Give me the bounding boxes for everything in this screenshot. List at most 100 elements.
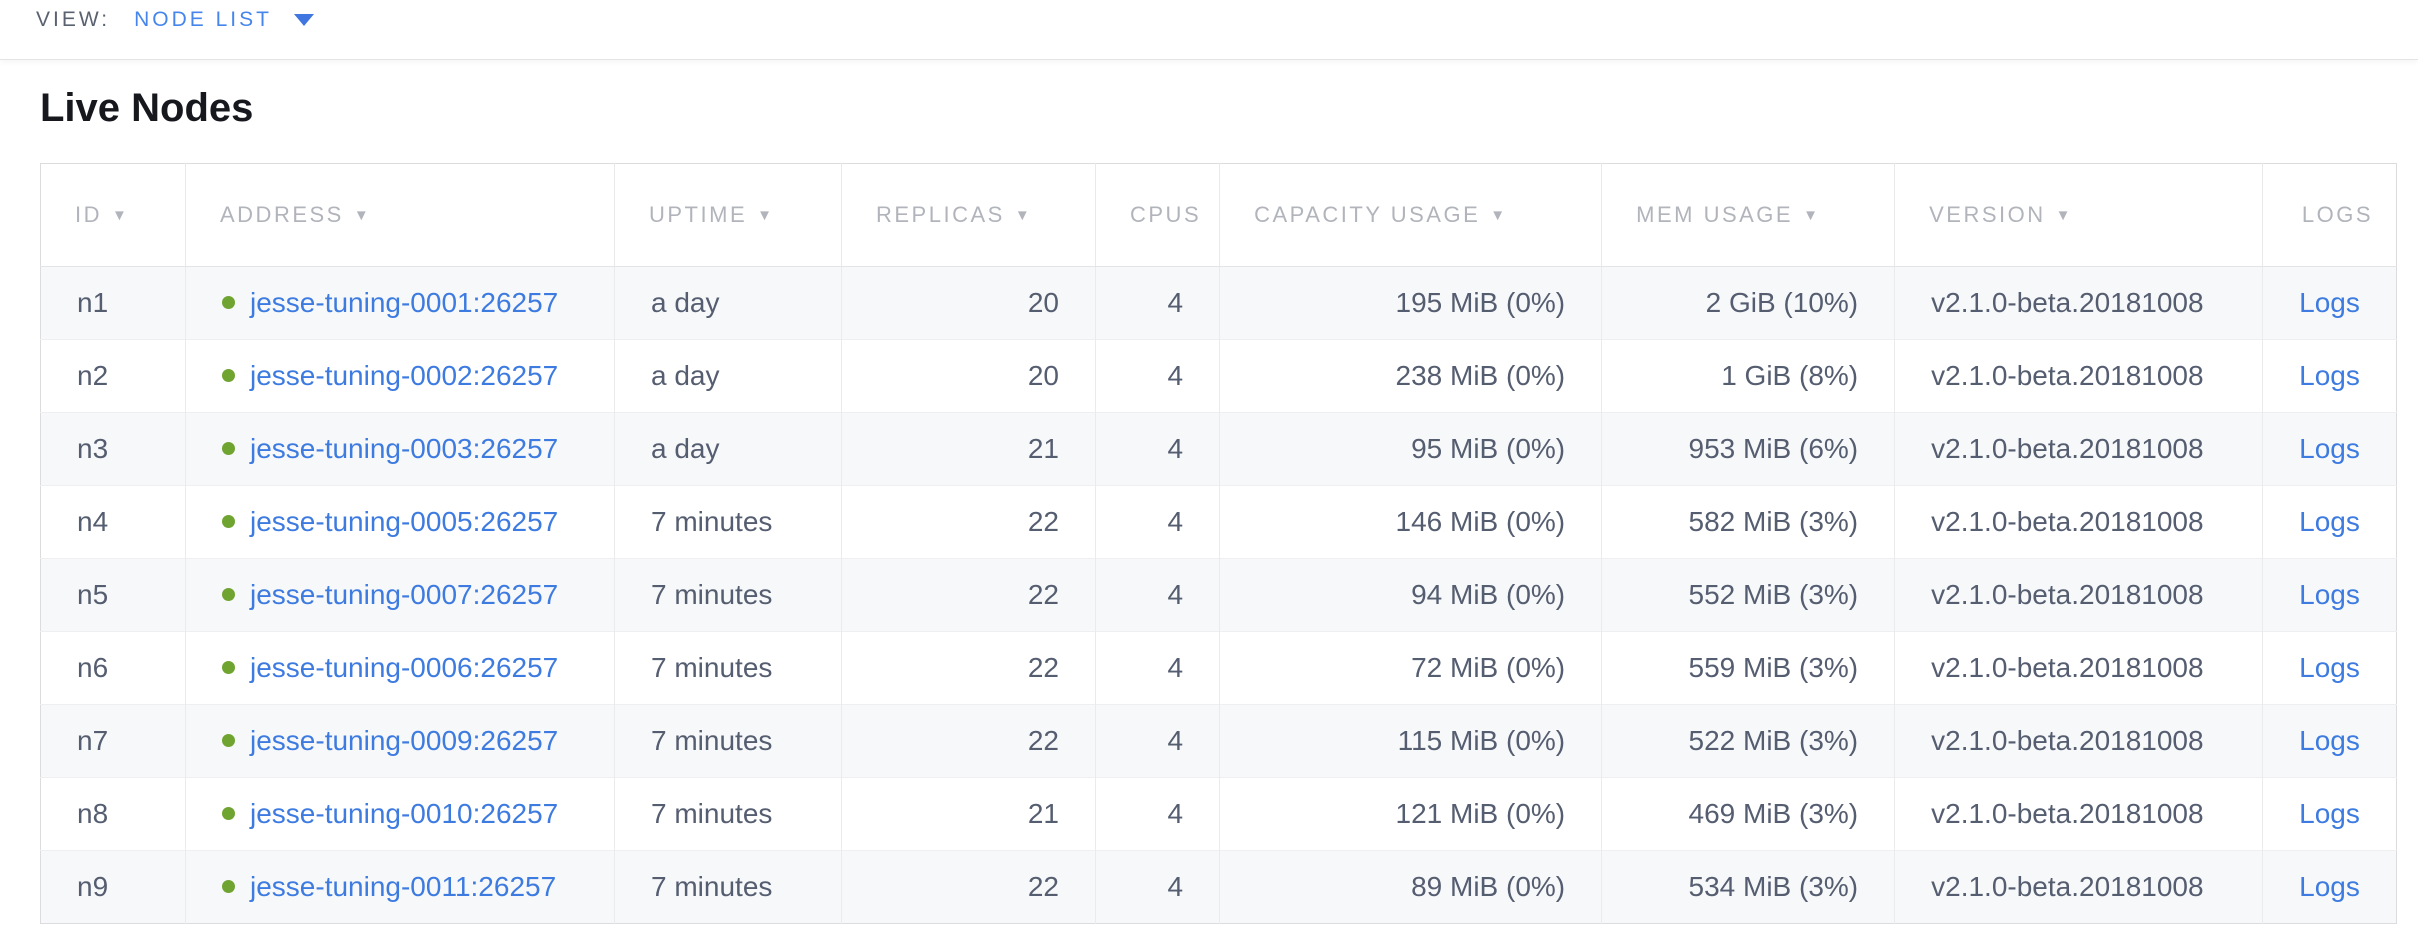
node-live-status-icon (222, 296, 235, 310)
header-row: ID ▼ ADDRESS ▼ UPTIME ▼ REPLICAS ▼ CPUS CAPACITY … (40, 163, 2397, 267)
column-header-replicas[interactable]: REPLICAS ▼ (841, 163, 1096, 267)
logs-link[interactable]: Logs (2299, 871, 2360, 902)
capacity-cell: 146 MiB (0%) (1219, 485, 1602, 559)
cpus-cell: 4 (1094, 485, 1220, 559)
logs-link[interactable]: Logs (2299, 287, 2360, 318)
node-address-link[interactable]: jesse-tuning-0007:26257 (250, 579, 559, 610)
logs-cell: Logs (2262, 485, 2397, 559)
table-row: n4 jesse-tuning-0005:26257 7 minutes 22 4 146… (40, 485, 2397, 559)
node-address-link[interactable]: jesse-tuning-0005:26257 (250, 506, 559, 537)
logs-cell: Logs (2262, 850, 2397, 924)
table-row: n8 jesse-tuning-0010:26257 7 minutes 21 4 121… (40, 777, 2397, 851)
node-live-status-icon (222, 734, 235, 748)
replicas-cell: 20 (841, 339, 1096, 413)
sort-caret-icon: ▼ (1803, 207, 1818, 224)
column-header-capacity[interactable]: CAPACITY USAGE ▼ (1219, 163, 1602, 267)
logs-link[interactable]: Logs (2299, 579, 2360, 610)
column-label: MEM USAGE (1636, 202, 1794, 227)
address-cell: jesse-tuning-0005:26257 (185, 485, 615, 559)
uptime-cell: 7 minutes (614, 777, 842, 851)
logs-cell: Logs (2262, 558, 2397, 632)
node-address-link[interactable]: jesse-tuning-0006:26257 (250, 652, 559, 683)
capacity-cell: 89 MiB (0%) (1219, 850, 1602, 924)
id-cell: n6 (40, 631, 186, 705)
id-cell: n4 (40, 485, 186, 559)
version-cell: v2.1.0-beta.20181008 (1894, 412, 2263, 486)
column-header-version[interactable]: VERSION ▼ (1894, 163, 2263, 267)
column-label: CAPACITY USAGE (1254, 202, 1481, 227)
column-label: REPLICAS (876, 202, 1005, 227)
replicas-cell: 21 (841, 412, 1096, 486)
cpus-cell: 4 (1094, 339, 1220, 413)
logs-cell: Logs (2262, 339, 2397, 413)
mem-cell: 469 MiB (3%) (1601, 777, 1895, 851)
table-row: n2 jesse-tuning-0002:26257 a day 20 4 238 MiB… (40, 339, 2397, 413)
uptime-cell: 7 minutes (614, 704, 842, 778)
id-cell: n5 (40, 558, 186, 632)
column-header-mem[interactable]: MEM USAGE ▼ (1601, 163, 1895, 267)
view-selected-value: NODE LIST (134, 8, 272, 31)
uptime-cell: a day (614, 266, 842, 340)
cpus-cell: 4 (1094, 412, 1220, 486)
column-label: LOGS (2301, 202, 2374, 227)
column-header-id[interactable]: ID ▼ (40, 163, 186, 267)
node-address-link[interactable]: jesse-tuning-0002:26257 (250, 360, 559, 391)
column-header-uptime[interactable]: UPTIME ▼ (614, 163, 842, 267)
column-label: ID (75, 202, 102, 227)
id-cell: n9 (40, 850, 186, 924)
column-header-logs: LOGS (2262, 163, 2397, 267)
mem-cell: 522 MiB (3%) (1601, 704, 1895, 778)
logs-cell: Logs (2262, 266, 2397, 340)
capacity-cell: 72 MiB (0%) (1219, 631, 1602, 705)
mem-cell: 552 MiB (3%) (1601, 558, 1895, 632)
node-address-link[interactable]: jesse-tuning-0010:26257 (250, 798, 559, 829)
mem-cell: 582 MiB (3%) (1601, 485, 1895, 559)
replicas-cell: 22 (841, 631, 1096, 705)
node-live-status-icon (222, 807, 235, 821)
logs-cell: Logs (2262, 412, 2397, 486)
uptime-cell: 7 minutes (614, 850, 842, 924)
capacity-cell: 115 MiB (0%) (1219, 704, 1602, 778)
node-address-link[interactable]: jesse-tuning-0001:26257 (250, 287, 559, 318)
cpus-cell: 4 (1094, 704, 1220, 778)
view-bar: VIEW: NODE LIST (0, 0, 2418, 60)
mem-cell: 953 MiB (6%) (1601, 412, 1895, 486)
logs-link[interactable]: Logs (2299, 798, 2360, 829)
sort-caret-icon: ▼ (1014, 207, 1030, 224)
logs-link[interactable]: Logs (2299, 652, 2360, 683)
logs-link[interactable]: Logs (2299, 725, 2360, 756)
view-selector-dropdown[interactable]: NODE LIST (134, 9, 314, 31)
logs-link[interactable]: Logs (2299, 360, 2360, 391)
address-cell: jesse-tuning-0007:26257 (185, 558, 615, 632)
capacity-cell: 195 MiB (0%) (1219, 266, 1602, 340)
sort-caret-icon: ▼ (2055, 207, 2071, 224)
address-cell: jesse-tuning-0009:26257 (185, 704, 615, 778)
logs-link[interactable]: Logs (2299, 506, 2360, 537)
column-header-address[interactable]: ADDRESS ▼ (185, 163, 615, 267)
uptime-cell: a day (614, 412, 842, 486)
table-row: n1 jesse-tuning-0001:26257 a day 20 4 195 MiB… (40, 266, 2397, 340)
node-address-link[interactable]: jesse-tuning-0011:26257 (250, 871, 557, 902)
mem-cell: 1 GiB (8%) (1601, 339, 1895, 413)
logs-link[interactable]: Logs (2299, 433, 2360, 464)
column-label: CPUS (1130, 202, 1202, 227)
column-label: UPTIME (649, 202, 748, 227)
node-address-link[interactable]: jesse-tuning-0003:26257 (250, 433, 559, 464)
capacity-cell: 121 MiB (0%) (1219, 777, 1602, 851)
mem-cell: 2 GiB (10%) (1601, 266, 1895, 340)
node-live-status-icon (222, 661, 235, 675)
id-cell: n1 (40, 266, 186, 340)
replicas-cell: 22 (841, 485, 1096, 559)
sort-caret-icon: ▼ (112, 207, 127, 224)
mem-cell: 559 MiB (3%) (1601, 631, 1895, 705)
cpus-cell: 4 (1094, 631, 1220, 705)
version-cell: v2.1.0-beta.20181008 (1894, 485, 2263, 559)
live-nodes-table-container: ID ▼ ADDRESS ▼ UPTIME ▼ REPLICAS ▼ CPUS CAPACITY … (40, 163, 2397, 924)
id-cell: n7 (40, 704, 186, 778)
node-live-status-icon (222, 442, 235, 456)
column-label: ADDRESS (220, 202, 344, 227)
node-address-link[interactable]: jesse-tuning-0009:26257 (250, 725, 559, 756)
table-row: n5 jesse-tuning-0007:26257 7 minutes 22 4 94 … (40, 558, 2397, 632)
live-nodes-table: ID ▼ ADDRESS ▼ UPTIME ▼ REPLICAS ▼ CPUS CAPACITY … (40, 163, 2397, 924)
address-cell: jesse-tuning-0003:26257 (185, 412, 615, 486)
